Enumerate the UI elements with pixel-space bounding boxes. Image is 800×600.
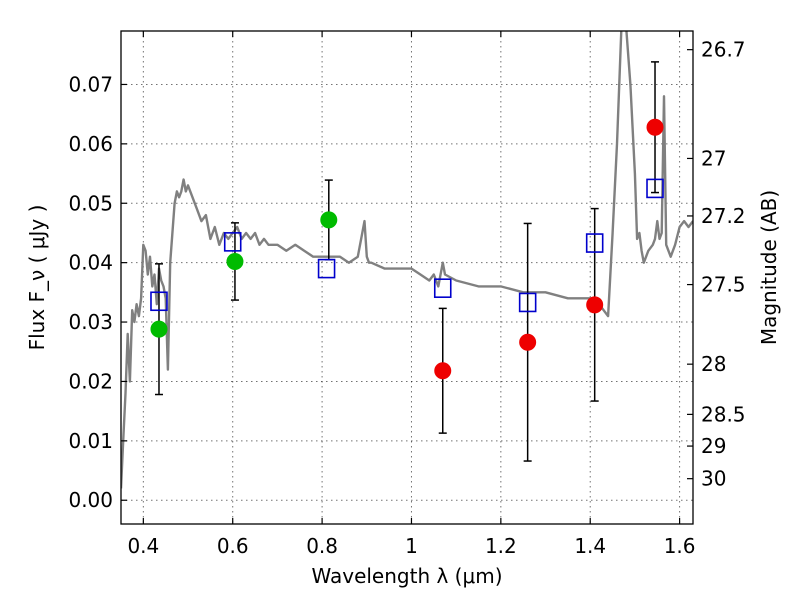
sed-curve-line [121, 31, 693, 489]
x-tick-label: 1.2 [485, 534, 517, 558]
model-flux-square [223, 232, 242, 252]
x-tick-label: 1.6 [664, 534, 696, 558]
x-tick-label: 0.4 [127, 534, 159, 558]
y-tick-label: 0.00 [68, 488, 113, 512]
y-right-tick-label: 28 [701, 352, 726, 376]
observed-flux-point [646, 118, 664, 136]
plot-frame [120, 30, 694, 525]
y-axis-left-label: Flux F_ν ( μJy ) [25, 205, 49, 351]
y-tick-label: 0.04 [68, 251, 113, 275]
x-axis-label: Wavelength λ (μm) [311, 564, 502, 588]
model-flux-square [317, 258, 336, 279]
y-tick-label: 0.01 [68, 429, 113, 453]
observed-flux-point [320, 211, 338, 229]
y-right-tick-label: 27.5 [701, 273, 746, 297]
y-axis-right-label: Magnitude (AB) [757, 190, 781, 345]
y-right-tick-label: 30 [701, 467, 726, 491]
y-right-tick-label: 26.7 [701, 38, 746, 62]
y-right-tick-label: 28.5 [701, 402, 746, 426]
y-right-tick-label: 27.2 [701, 204, 746, 228]
observed-flux-point [586, 296, 604, 314]
data-markers [150, 118, 664, 380]
model-flux-square [585, 233, 604, 253]
y-tick-label: 0.06 [68, 132, 113, 156]
observed-flux-point [226, 252, 244, 270]
y-tick-label: 0.07 [68, 72, 113, 96]
y-tick-label: 0.05 [68, 191, 113, 215]
y-right-tick-label: 29 [701, 434, 726, 458]
model-flux-square [433, 278, 452, 298]
y-tick-label: 0.02 [68, 369, 113, 393]
y-right-tick-label: 27 [701, 146, 726, 170]
x-tick-label: 1 [405, 534, 418, 558]
x-tick-label: 0.6 [217, 534, 249, 558]
model-flux-square [150, 291, 168, 312]
x-tick-label: 1.4 [574, 534, 606, 558]
model-flux-square [518, 292, 537, 313]
model-flux-square [646, 178, 664, 199]
observed-flux-point [519, 333, 537, 351]
grid-lines [121, 31, 693, 524]
observed-flux-point [150, 320, 168, 338]
observed-flux-point [434, 362, 452, 380]
x-tick-label: 0.8 [306, 534, 338, 558]
sed-model-curve [121, 31, 693, 489]
axis-ticks: 0.4 0.6 0.8 1 1.2 1.4 1.6 0.00 0.01 0.02 0.03 0.04 0… [68, 31, 746, 558]
y-tick-label: 0.03 [68, 310, 113, 334]
